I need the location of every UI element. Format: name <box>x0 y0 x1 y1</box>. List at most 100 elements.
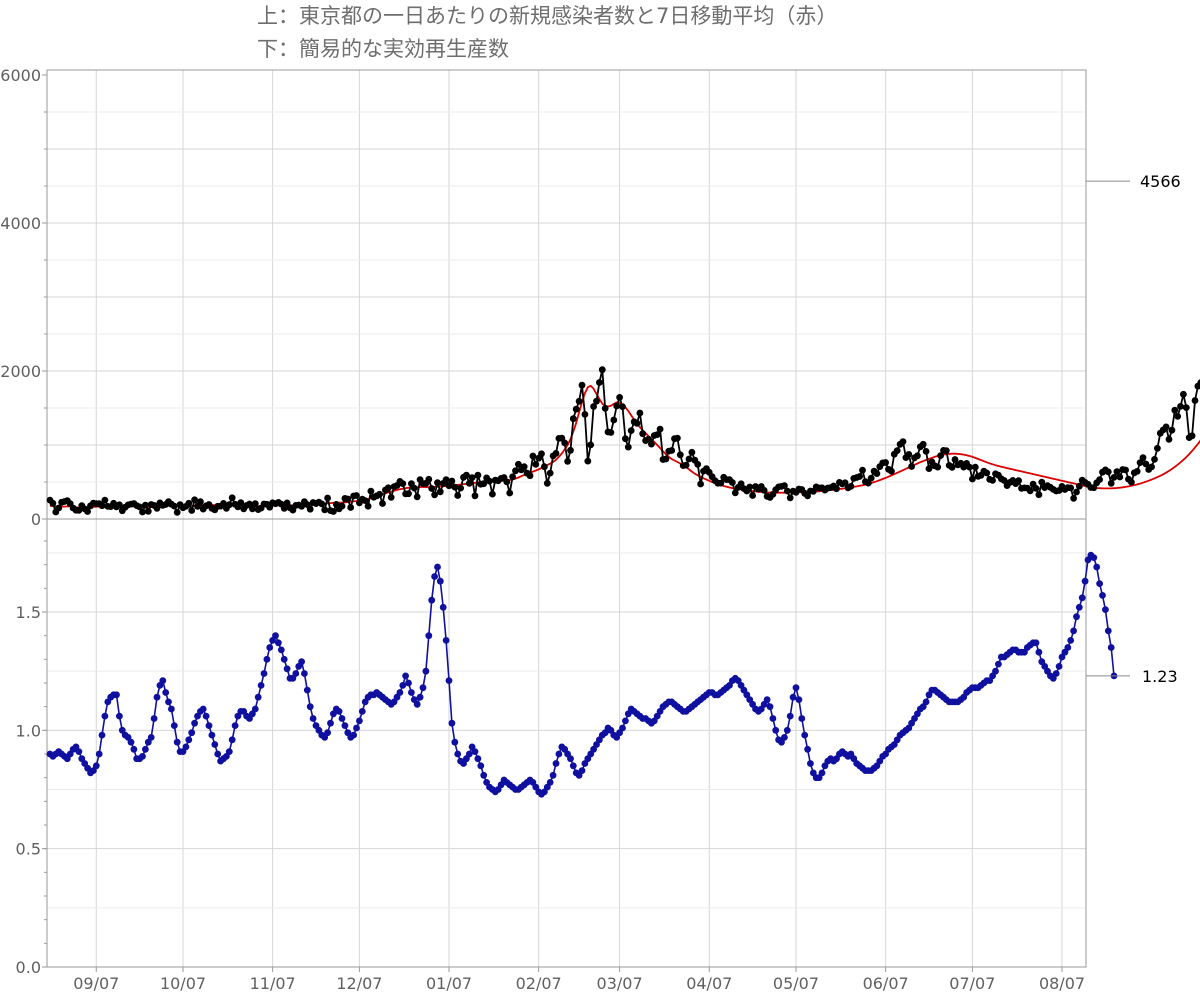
rt-point <box>335 708 343 715</box>
cases-point <box>434 479 441 487</box>
rt-point <box>546 779 554 786</box>
rt-point <box>142 745 149 753</box>
cases-point <box>191 496 199 504</box>
rt-point <box>139 753 146 760</box>
cases-point <box>249 505 256 513</box>
rt-point <box>1055 663 1063 670</box>
cases-point <box>454 492 462 499</box>
rt-point <box>205 722 213 729</box>
title-line-1: 上：東京都の一日あたりの新規感染者数と7日移動平均（赤） <box>257 4 838 28</box>
cases-point <box>84 508 91 515</box>
rt-point <box>783 726 791 734</box>
rt-point <box>399 682 407 689</box>
rt-point <box>807 760 814 767</box>
cases-point <box>520 463 528 471</box>
cases-point <box>749 492 756 499</box>
rt-point <box>292 670 300 677</box>
y-tick-label-top: 4000 <box>0 214 41 233</box>
cases-point <box>905 451 913 458</box>
cases-point <box>529 452 537 460</box>
cases-point <box>1104 468 1112 476</box>
rt-point <box>425 632 433 640</box>
rt-point <box>818 769 826 777</box>
rt-point <box>1075 603 1083 611</box>
rt-point <box>350 731 357 739</box>
cases-point <box>532 461 540 468</box>
cases-point <box>321 506 329 514</box>
rt-point <box>75 748 83 755</box>
rt-point <box>804 745 811 753</box>
cases-point <box>1174 413 1182 420</box>
rt-point <box>277 646 285 654</box>
rt-point <box>1107 644 1115 651</box>
rt-point <box>436 577 444 585</box>
cases-point <box>442 476 450 483</box>
cases-point <box>251 500 259 507</box>
cases-point <box>457 484 464 492</box>
cases-point <box>361 497 369 504</box>
x-tick-label: 01/07 <box>426 974 472 993</box>
cases-point <box>937 452 944 459</box>
cases-line <box>49 368 1200 514</box>
rt-point <box>555 750 563 758</box>
rt-point <box>454 750 462 758</box>
title-line-2: 下：簡易的な実効再生産数 <box>257 37 509 61</box>
rt-point <box>214 750 222 758</box>
cases-point <box>306 505 314 513</box>
cases-point <box>645 435 652 443</box>
cases-point <box>919 440 927 448</box>
cases-point <box>552 450 560 457</box>
callout-label-top: 4566 <box>1140 172 1181 191</box>
cases-point <box>144 507 152 515</box>
cases-point <box>55 504 63 512</box>
rt-point <box>98 731 106 739</box>
rt-point <box>199 705 207 713</box>
rt-point <box>208 731 216 739</box>
rt-point <box>792 684 800 692</box>
rt-point <box>153 693 161 701</box>
cases-point <box>942 447 950 455</box>
cases-point <box>367 487 375 495</box>
rt-point <box>781 734 788 741</box>
cases-point <box>538 450 545 458</box>
rt-point <box>356 717 363 725</box>
cases-point <box>717 479 725 487</box>
rt-point <box>173 738 181 746</box>
rt-point <box>182 743 190 751</box>
cases-point <box>474 471 482 479</box>
cases-point <box>908 463 915 470</box>
rt-point <box>445 677 453 684</box>
rt-point <box>408 689 415 696</box>
x-tick-label: 11/07 <box>250 974 296 993</box>
cases-point <box>1162 423 1170 431</box>
cases-point <box>1067 484 1075 492</box>
cases-point <box>136 503 144 511</box>
cases-point <box>173 509 181 516</box>
cases-point <box>969 475 976 483</box>
cases-point <box>1139 454 1147 462</box>
rt-point <box>168 705 175 713</box>
rt-point <box>150 715 158 722</box>
cases-point <box>246 500 253 508</box>
cases-point <box>344 495 352 503</box>
rt-point <box>402 672 409 680</box>
cases-point <box>882 459 889 466</box>
rt-point <box>1090 554 1098 561</box>
rt-point <box>338 715 346 722</box>
chart-title: 上：東京都の一日あたりの新規感染者数と7日移動平均（赤） 下：簡易的な実効再生産… <box>257 0 837 66</box>
cases-point <box>697 480 704 488</box>
rt-point <box>451 738 459 746</box>
rt-point <box>263 655 271 663</box>
rt-point <box>1067 637 1075 644</box>
callout-label-bottom: 1.23 <box>1142 667 1178 686</box>
rt-point <box>769 715 777 722</box>
cases-point <box>1015 477 1022 484</box>
cases-point <box>572 405 580 413</box>
cases-point <box>593 397 600 405</box>
rt-point <box>324 729 331 737</box>
cases-point <box>468 474 476 481</box>
rt-point <box>1073 613 1080 621</box>
cases-point <box>451 483 459 491</box>
cases-point <box>353 492 360 499</box>
